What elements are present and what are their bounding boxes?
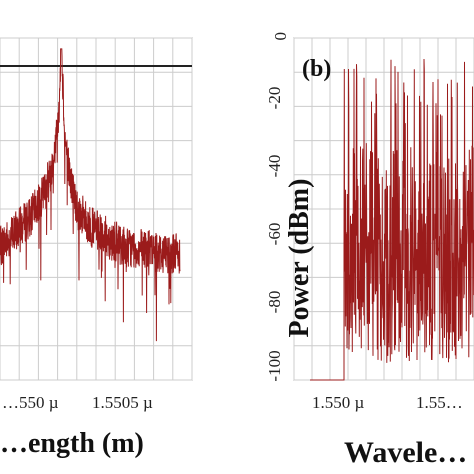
panel-b-y-tick-4: -80 xyxy=(265,291,284,314)
panel-b: (b) 0 -20 -40 -60 -80 -100 Power (dBm) 1… xyxy=(265,32,474,469)
panel-b-y-tick-0: 0 xyxy=(271,32,290,41)
panel-b-y-tick-2: -40 xyxy=(265,155,284,178)
panel-a-grid xyxy=(0,37,193,381)
panel-b-y-tick-5: -100 xyxy=(265,350,284,381)
panel-b-tag: (b) xyxy=(302,56,331,82)
panel-b-y-tick-1: -20 xyxy=(265,87,284,110)
panel-b-y-tick-3: -60 xyxy=(265,223,284,246)
panel-b-x-axis-label: Wavele… xyxy=(344,436,467,469)
panel-a-series-line xyxy=(0,48,181,342)
panel-b-y-axis-label: Power (dBm) xyxy=(284,179,315,338)
panel-b-series-line xyxy=(310,58,474,381)
panel-a-x-tick-0: …550 µ xyxy=(2,393,59,412)
panel-a-x-axis-label: …ength (m) xyxy=(0,428,144,459)
panel-a: …550 µ 1.5505 µ …ength (m) xyxy=(0,37,193,459)
panel-b-x-tick-0: 1.550 µ xyxy=(312,393,365,412)
panel-b-x-tick-1: 1.55… xyxy=(416,393,463,412)
panel-a-x-tick-1: 1.5505 µ xyxy=(92,393,153,412)
